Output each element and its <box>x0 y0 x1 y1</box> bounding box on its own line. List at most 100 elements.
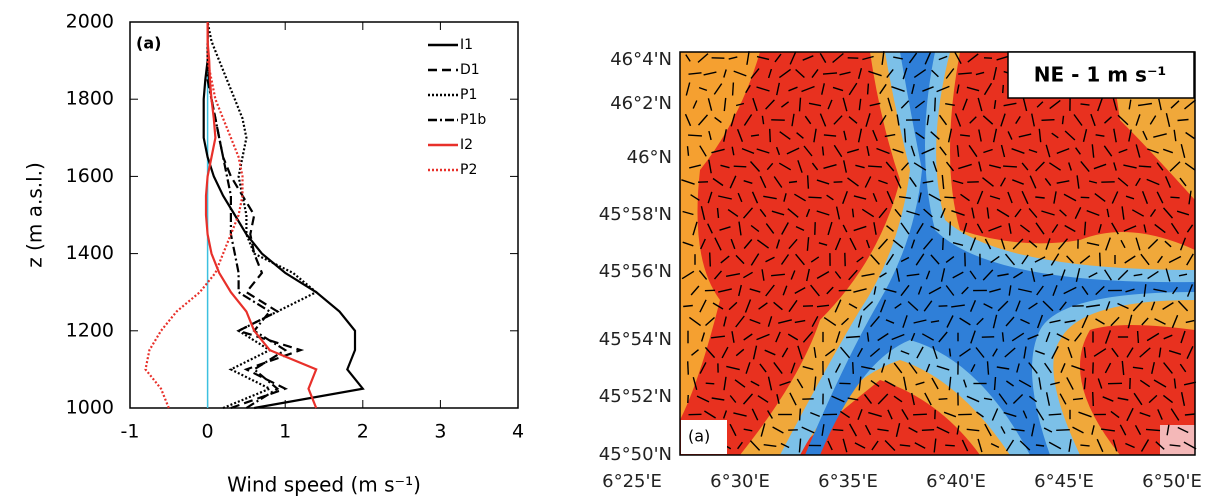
wind-arrow <box>894 303 902 309</box>
wind-arrow <box>915 253 925 266</box>
wind-arrow <box>834 363 842 373</box>
wind-arrow <box>868 70 882 77</box>
wind-arrow <box>723 316 727 327</box>
wind-arrow <box>1135 177 1141 187</box>
wind-arrow <box>1005 439 1015 452</box>
wind-arrow <box>766 410 774 419</box>
wind-arrow <box>966 395 980 403</box>
wind-arrow <box>931 377 939 390</box>
wind-arrow <box>749 288 761 293</box>
wind-arrow <box>1004 347 1016 358</box>
wind-arrow <box>945 285 955 296</box>
wind-arrow <box>1113 162 1117 171</box>
wind-arrow <box>802 331 814 343</box>
wind-arrow <box>1023 346 1027 359</box>
wind-arrow <box>842 190 848 205</box>
wind-arrow <box>775 146 781 156</box>
wind-arrow <box>823 164 837 169</box>
wind-arrow <box>1142 130 1148 141</box>
wind-arrow <box>780 101 790 108</box>
wind-arrow <box>1019 440 1031 451</box>
wind-arrow <box>1035 350 1045 355</box>
wind-arrow <box>720 164 730 169</box>
lon-label: 6°25'E <box>602 471 662 492</box>
wind-arrow <box>1140 253 1150 266</box>
wind-arrow <box>1124 255 1136 264</box>
wind-arrow <box>1031 423 1035 437</box>
wind-arrow <box>848 82 858 96</box>
wind-arrow <box>941 174 945 190</box>
wind-arrow <box>682 210 694 216</box>
wind-arrow <box>1186 284 1194 297</box>
wind-arrow <box>758 302 768 310</box>
wind-arrow <box>886 68 894 79</box>
wind-arrow <box>1071 365 1085 371</box>
wind-arrow <box>822 72 838 75</box>
wind-arrow <box>1139 347 1151 358</box>
wind-arrow <box>1135 114 1141 126</box>
wind-arrow <box>952 179 964 185</box>
wind-arrow <box>881 51 885 65</box>
wind-arrow <box>1012 393 1024 405</box>
wind-arrow <box>798 438 802 453</box>
wind-arrow <box>703 71 717 76</box>
wind-arrow <box>725 273 741 277</box>
wind-arrow <box>1036 101 1044 108</box>
wind-arrow <box>774 53 782 63</box>
wind-arrow <box>868 411 882 418</box>
legend-label: P1b <box>460 112 486 128</box>
wind-arrow <box>996 366 1010 370</box>
wind-arrow <box>832 86 844 92</box>
wind-arrow <box>1170 408 1180 421</box>
wind-arrow <box>823 317 837 326</box>
wind-arrow <box>1150 301 1156 311</box>
wind-arrow <box>833 144 843 158</box>
wind-arrow <box>810 256 820 263</box>
wind-arrow <box>1184 99 1196 110</box>
wind-arrow <box>687 361 689 375</box>
wind-vectors <box>681 51 1197 453</box>
wind-arrow <box>847 397 859 401</box>
wind-arrow <box>969 116 977 124</box>
wind-arrow <box>869 347 881 358</box>
wind-arrow <box>1001 332 1005 342</box>
wind-arrow <box>998 393 1008 405</box>
wind-arrow <box>861 273 875 277</box>
wind-arrow <box>819 113 827 127</box>
wind-arrow <box>728 301 738 311</box>
wind-arrow <box>992 348 998 357</box>
wind-arrow <box>775 331 781 343</box>
wind-arrow <box>1147 238 1159 250</box>
wind-arrow <box>1104 116 1112 124</box>
wind-arrow <box>1011 332 1025 342</box>
wind-arrow <box>928 193 942 202</box>
wind-arrow <box>1049 162 1061 171</box>
wind-arrow <box>689 164 701 169</box>
wind-arrow <box>952 242 964 246</box>
wind-arrow <box>970 330 976 344</box>
wind-arrow <box>967 53 979 63</box>
profile-line <box>202 22 365 410</box>
wind-arrow <box>1021 190 1029 205</box>
wind-arrow <box>993 100 997 109</box>
wind-arrow <box>918 192 922 203</box>
wind-arrow <box>868 165 882 168</box>
wind-arrow <box>887 409 893 420</box>
wind-arrow <box>704 410 716 419</box>
wind-arrow <box>759 208 767 218</box>
wind-arrow <box>1044 177 1052 187</box>
wind-arrow <box>1143 284 1147 297</box>
wind-arrow <box>816 179 830 185</box>
wind-arrow <box>1132 300 1144 312</box>
wind-arrow <box>854 442 866 449</box>
wind-arrow <box>938 331 948 343</box>
wind-arrow <box>1164 176 1172 188</box>
wind-arrow <box>803 145 813 157</box>
wind-arrow <box>1074 332 1082 342</box>
wind-arrow <box>1038 377 1042 390</box>
wind-arrow <box>976 411 984 418</box>
legend-label: I2 <box>460 137 473 153</box>
wind-arrow <box>878 207 888 219</box>
wind-arrow <box>1028 240 1038 248</box>
wind-arrow <box>1080 103 1090 106</box>
